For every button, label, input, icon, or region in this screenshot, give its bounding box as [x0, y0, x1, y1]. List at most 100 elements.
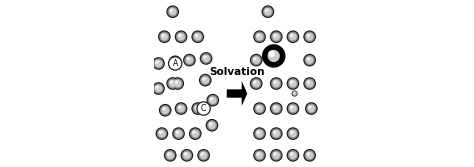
Circle shape [155, 85, 162, 92]
Circle shape [210, 97, 213, 101]
Circle shape [273, 34, 277, 37]
Circle shape [293, 92, 296, 95]
Circle shape [206, 119, 219, 132]
Circle shape [256, 34, 260, 37]
Circle shape [165, 150, 175, 160]
Circle shape [174, 80, 178, 84]
Circle shape [176, 103, 186, 114]
Circle shape [192, 32, 203, 42]
Circle shape [175, 102, 187, 115]
Circle shape [308, 105, 312, 109]
Circle shape [201, 152, 204, 156]
Text: C: C [201, 104, 206, 113]
Circle shape [305, 102, 318, 115]
Circle shape [189, 127, 201, 140]
Circle shape [256, 151, 264, 159]
Circle shape [181, 149, 193, 162]
Circle shape [292, 91, 298, 97]
Circle shape [253, 102, 266, 115]
Circle shape [197, 149, 210, 162]
Circle shape [170, 57, 181, 67]
Circle shape [289, 105, 297, 112]
Circle shape [199, 150, 209, 160]
Circle shape [161, 106, 169, 114]
Circle shape [289, 130, 297, 137]
Circle shape [174, 80, 182, 87]
Circle shape [172, 59, 175, 62]
Circle shape [202, 77, 206, 80]
Circle shape [262, 5, 274, 18]
Circle shape [304, 32, 315, 42]
Circle shape [273, 80, 280, 87]
Circle shape [178, 34, 182, 37]
Circle shape [177, 105, 185, 112]
Circle shape [290, 34, 293, 37]
Circle shape [166, 5, 179, 18]
Circle shape [304, 78, 315, 89]
Circle shape [306, 56, 313, 64]
Circle shape [175, 130, 179, 134]
Circle shape [169, 80, 176, 87]
Circle shape [172, 58, 179, 66]
Circle shape [270, 127, 283, 140]
Circle shape [192, 103, 203, 114]
Circle shape [156, 128, 167, 139]
Circle shape [255, 128, 265, 139]
Circle shape [186, 57, 190, 60]
Circle shape [161, 33, 168, 41]
Circle shape [152, 82, 165, 95]
Circle shape [153, 83, 164, 94]
Circle shape [253, 80, 256, 84]
Circle shape [252, 56, 260, 64]
Circle shape [152, 57, 165, 70]
Circle shape [306, 103, 317, 114]
Circle shape [270, 30, 283, 43]
Circle shape [191, 30, 204, 43]
Circle shape [287, 102, 299, 115]
Circle shape [250, 54, 263, 66]
Circle shape [303, 77, 316, 90]
Text: Solvation: Solvation [209, 67, 265, 77]
Circle shape [176, 32, 186, 42]
Circle shape [271, 78, 282, 89]
Circle shape [256, 130, 260, 134]
Circle shape [308, 105, 315, 112]
Circle shape [306, 151, 313, 159]
Circle shape [289, 33, 297, 41]
Circle shape [194, 105, 201, 112]
Circle shape [201, 53, 211, 64]
Circle shape [290, 105, 293, 109]
Circle shape [273, 105, 277, 109]
Circle shape [155, 60, 159, 64]
Circle shape [167, 7, 178, 17]
Circle shape [166, 151, 174, 159]
Circle shape [293, 92, 295, 94]
Circle shape [153, 58, 164, 69]
Circle shape [167, 152, 171, 156]
Circle shape [201, 76, 209, 84]
Circle shape [273, 105, 280, 112]
Circle shape [287, 77, 299, 90]
Circle shape [173, 78, 183, 89]
Circle shape [273, 130, 277, 134]
Circle shape [271, 32, 282, 42]
Circle shape [306, 33, 313, 41]
Text: A: A [173, 59, 178, 68]
Circle shape [268, 51, 275, 57]
Circle shape [186, 56, 193, 64]
Circle shape [273, 151, 280, 159]
Circle shape [158, 30, 171, 43]
Circle shape [194, 33, 201, 41]
Circle shape [255, 150, 265, 160]
Circle shape [273, 152, 277, 156]
Circle shape [169, 57, 182, 70]
Circle shape [195, 105, 198, 109]
Circle shape [271, 103, 282, 114]
Circle shape [191, 102, 204, 115]
Circle shape [307, 80, 310, 84]
Circle shape [256, 33, 264, 41]
Circle shape [162, 107, 165, 111]
Circle shape [307, 57, 310, 60]
Circle shape [253, 127, 266, 140]
Circle shape [271, 150, 282, 160]
